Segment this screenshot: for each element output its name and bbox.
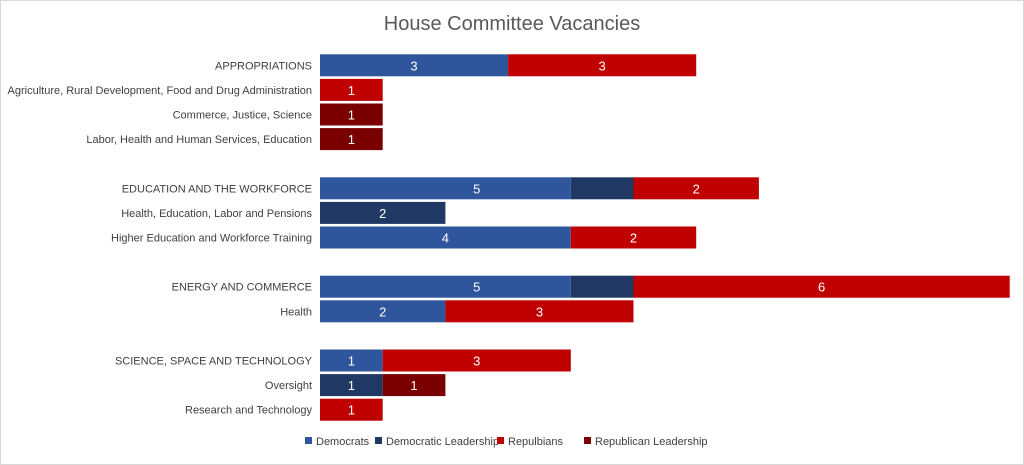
bar-segment: [320, 54, 509, 77]
category-label: Health: [280, 306, 312, 318]
bar-segment: [382, 349, 571, 372]
category-label: Health, Education, Labor and Pensions: [121, 208, 312, 220]
legend-swatch: [305, 437, 312, 444]
category-labels: APPROPRIATIONS Agriculture, Rural Develop…: [8, 60, 313, 416]
bar-segment: [320, 103, 383, 126]
bar-segment: [320, 349, 383, 372]
category-label: APPROPRIATIONS: [215, 60, 312, 72]
data-label: 3: [473, 354, 480, 369]
category-label: Oversight: [265, 380, 312, 392]
category-label: Agriculture, Rural Development, Food and…: [8, 85, 312, 97]
data-label: 4: [442, 231, 449, 246]
category-label: EDUCATION AND THE WORKFORCE: [122, 183, 312, 195]
legend-swatch: [497, 437, 504, 444]
bar-segment: [570, 275, 634, 298]
data-label: 1: [348, 354, 355, 369]
data-label: 3: [599, 58, 606, 73]
category-label: Labor, Health and Human Services, Educat…: [86, 134, 312, 146]
data-label: 2: [379, 206, 386, 221]
legend-label: Democrats: [316, 436, 370, 448]
chart-title: House Committee Vacancies: [384, 13, 640, 35]
bar-segment: [570, 226, 697, 249]
bar-segment: [445, 300, 634, 323]
legend-label: Repulbians: [508, 436, 564, 448]
bar-segment: [320, 78, 383, 101]
bar-segment: [320, 275, 571, 298]
data-label: 1: [348, 378, 355, 393]
bar-segment: [320, 128, 383, 151]
bar-segment: [633, 177, 759, 200]
legend-swatch: [584, 437, 591, 444]
legend-swatch: [375, 437, 382, 444]
value-labels: 3 3 1 1 1 5 2 2 4 2 5 6 2 3 1 3 1 1 1: [348, 58, 825, 417]
bar-segment: [320, 201, 446, 224]
data-label: 2: [379, 304, 386, 319]
data-label: 1: [348, 132, 355, 147]
data-label: 1: [410, 378, 417, 393]
bar-segment: [320, 398, 383, 421]
data-label: 3: [536, 304, 543, 319]
bar-segment: [320, 374, 383, 397]
data-label: 5: [473, 280, 480, 295]
bar-segment: [320, 300, 446, 323]
category-label: Research and Technology: [185, 405, 312, 417]
bar-segment: [382, 374, 446, 397]
category-label: Commerce, Justice, Science: [173, 110, 312, 122]
legend-label: Republican Leadership: [595, 436, 708, 448]
bar-segment: [633, 275, 1010, 298]
data-label: 2: [630, 231, 637, 246]
data-label: 5: [473, 181, 480, 196]
category-label: SCIENCE, SPACE AND TECHNOLOGY: [115, 356, 313, 368]
bar-segment: [508, 54, 697, 77]
legend-label: Democratic Leadership: [386, 436, 499, 448]
data-label: 2: [693, 181, 700, 196]
data-label: 6: [818, 280, 825, 295]
category-label: ENERGY AND COMMERCE: [172, 282, 312, 294]
bar-segment: [570, 177, 634, 200]
data-label: 1: [348, 83, 355, 98]
category-label: Higher Education and Workforce Training: [111, 233, 312, 245]
data-label: 3: [410, 58, 417, 73]
data-label: 1: [348, 108, 355, 123]
bar-segment: [320, 177, 571, 200]
data-label: 1: [348, 403, 355, 418]
bar-segment: [320, 226, 571, 249]
bars: [320, 54, 1010, 421]
legend: Democrats Democratic Leadership Repulbians…: [305, 436, 708, 448]
